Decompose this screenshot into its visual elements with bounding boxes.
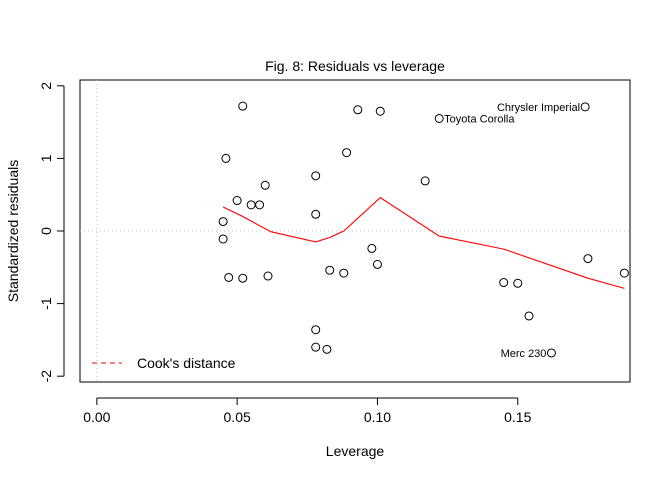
x-tick-label: 0.15: [504, 409, 531, 425]
data-point: [224, 272, 234, 282]
data-point: [513, 278, 523, 288]
y-tick-label: -1: [38, 297, 54, 310]
data-point: [246, 200, 256, 210]
data-point: [311, 171, 321, 181]
point-label: Toyota Corolla: [444, 113, 515, 125]
data-point: [339, 268, 349, 278]
data-point: [238, 273, 248, 283]
x-tick-label: 0.10: [364, 409, 391, 425]
data-point: [311, 209, 321, 219]
data-point: [311, 325, 321, 335]
y-tick-label: 0: [38, 227, 54, 235]
data-point: [499, 278, 509, 288]
y-axis: -2 -1 0 1 2: [38, 82, 65, 383]
x-tick-label: 0.00: [83, 409, 110, 425]
data-point: [325, 265, 335, 275]
x-axis: 0.00 0.05 0.10 0.15: [83, 397, 532, 425]
data-point: [367, 243, 377, 253]
x-tick-label: 0.05: [224, 409, 251, 425]
chart-title: Fig. 8: Residuals vs leverage: [265, 58, 445, 74]
y-tick-label: -2: [38, 370, 54, 383]
data-point: [255, 200, 265, 210]
reference-lines: [80, 80, 630, 382]
point-label: Chrysler Imperial: [497, 102, 580, 114]
data-point: [420, 176, 430, 186]
data-point: [311, 342, 321, 352]
y-tick-label: 2: [38, 82, 54, 90]
legend-label: Cook's distance: [137, 355, 236, 371]
data-point: [218, 234, 228, 244]
plot-frame: [79, 79, 631, 383]
legend: Cook's distance: [92, 355, 236, 371]
data-point: [524, 311, 534, 321]
data-point: [263, 271, 273, 281]
data-point: [218, 217, 228, 227]
y-tick-label: 1: [38, 154, 54, 162]
data-point: [546, 348, 556, 358]
data-point: [372, 259, 382, 269]
data-point: [342, 148, 352, 158]
data-point: [260, 180, 270, 190]
x-axis-label: Leverage: [326, 443, 385, 459]
data-point: [375, 106, 385, 116]
cooks-distance-smoother: [222, 196, 625, 289]
data-point: [583, 254, 593, 264]
y-axis-label: Standardized residuals: [5, 160, 21, 302]
data-point: [232, 196, 242, 206]
data-point: [322, 344, 332, 354]
smoother-line: [222, 196, 625, 289]
data-point: [353, 105, 363, 115]
data-point: [580, 102, 590, 112]
data-points: [218, 101, 629, 358]
data-point: [221, 153, 231, 163]
data-point: [238, 101, 248, 111]
point-label: Merc 230: [501, 348, 547, 360]
data-point: [619, 268, 629, 278]
data-point: [434, 113, 444, 123]
